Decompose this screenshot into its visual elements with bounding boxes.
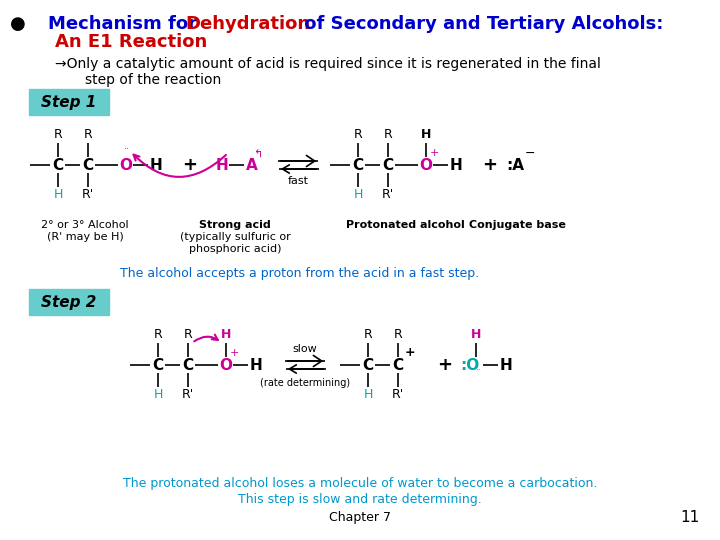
Text: (rate determining): (rate determining): [260, 378, 350, 388]
Text: R: R: [394, 328, 402, 341]
Text: An E1 Reaction: An E1 Reaction: [55, 33, 207, 51]
Text: A: A: [246, 158, 258, 172]
Text: +: +: [182, 156, 197, 174]
Text: R': R': [182, 388, 194, 402]
Text: ●: ●: [10, 15, 26, 33]
Text: phosphoric acid): phosphoric acid): [189, 244, 282, 254]
Text: −: −: [525, 146, 535, 159]
Text: C: C: [153, 357, 163, 373]
Text: Conjugate base: Conjugate base: [469, 220, 565, 230]
Text: R': R': [382, 188, 394, 201]
Text: H: H: [449, 158, 462, 172]
Text: R': R': [392, 388, 404, 402]
Text: H: H: [250, 357, 262, 373]
Text: H: H: [53, 188, 63, 201]
Text: +: +: [482, 156, 498, 174]
Text: →Only a catalytic amount of acid is required since it is regenerated in the fina: →Only a catalytic amount of acid is requ…: [55, 57, 601, 71]
Text: Step 2: Step 2: [41, 294, 96, 309]
Text: H: H: [215, 158, 228, 172]
Text: Chapter 7: Chapter 7: [329, 511, 391, 524]
Text: Dehydration: Dehydration: [185, 15, 310, 33]
Text: R': R': [82, 188, 94, 201]
Text: R: R: [153, 328, 163, 341]
Text: Strong acid: Strong acid: [199, 220, 271, 230]
Text: H: H: [500, 357, 513, 373]
Text: Mechanism for: Mechanism for: [48, 15, 203, 33]
Text: C: C: [53, 158, 63, 172]
Text: H: H: [150, 158, 163, 172]
Text: 2° or 3° Alcohol: 2° or 3° Alcohol: [41, 220, 129, 230]
Text: ¨: ¨: [124, 169, 128, 179]
Text: :A: :A: [506, 158, 524, 172]
Text: R: R: [364, 328, 372, 341]
Text: ¨: ¨: [423, 169, 428, 179]
Text: H: H: [471, 328, 481, 341]
Text: R: R: [184, 328, 192, 341]
Text: C: C: [362, 357, 374, 373]
Text: C: C: [182, 357, 194, 373]
Text: R: R: [84, 129, 92, 141]
Text: H: H: [354, 188, 363, 201]
Text: Protonated alcohol: Protonated alcohol: [346, 220, 464, 230]
Text: H: H: [364, 388, 373, 402]
Text: H: H: [420, 129, 431, 141]
Text: ↰: ↰: [253, 150, 263, 160]
Text: C: C: [382, 158, 394, 172]
Text: O: O: [120, 158, 132, 172]
Text: 11: 11: [680, 510, 700, 525]
Text: step of the reaction: step of the reaction: [85, 73, 221, 87]
Text: of Secondary and Tertiary Alcohols:: of Secondary and Tertiary Alcohols:: [298, 15, 663, 33]
Text: This step is slow and rate determining.: This step is slow and rate determining.: [238, 494, 482, 507]
Text: R: R: [384, 129, 392, 141]
Text: Step 1: Step 1: [41, 94, 96, 110]
Text: :O: :O: [460, 357, 480, 373]
Text: +: +: [229, 348, 239, 358]
Text: C: C: [392, 357, 404, 373]
Text: O: O: [420, 158, 433, 172]
Text: +: +: [405, 347, 415, 360]
Text: R: R: [354, 129, 362, 141]
FancyBboxPatch shape: [29, 289, 109, 315]
Text: H: H: [221, 328, 231, 341]
Text: slow: slow: [292, 344, 318, 354]
Text: C: C: [352, 158, 364, 172]
Text: ¨: ¨: [124, 148, 128, 158]
Text: ¨: ¨: [476, 369, 480, 379]
Text: O: O: [220, 357, 233, 373]
Text: fast: fast: [287, 176, 308, 186]
Text: H: H: [153, 388, 163, 402]
Text: C: C: [82, 158, 94, 172]
Text: (typically sulfuric or: (typically sulfuric or: [179, 232, 290, 242]
Text: +: +: [438, 356, 452, 374]
Text: +: +: [429, 148, 438, 158]
Text: (R' may be H): (R' may be H): [47, 232, 123, 242]
Text: ¨: ¨: [224, 369, 228, 379]
Text: R: R: [53, 129, 63, 141]
Text: The alcohol accepts a proton from the acid in a fast step.: The alcohol accepts a proton from the ac…: [120, 267, 480, 280]
FancyBboxPatch shape: [29, 89, 109, 115]
Text: The protonated alcohol loses a molecule of water to become a carbocation.: The protonated alcohol loses a molecule …: [123, 477, 597, 490]
